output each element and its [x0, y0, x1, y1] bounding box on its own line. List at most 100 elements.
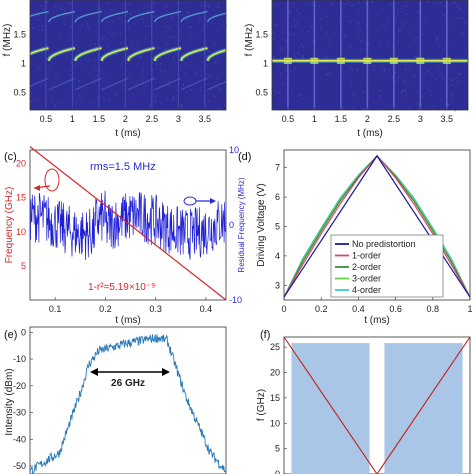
noise-speck	[30, 0, 33, 3]
noise-speck	[272, 37, 275, 40]
noise-speck	[181, 105, 183, 108]
noise-speck	[344, 34, 346, 37]
noise-speck	[450, 94, 453, 96]
noise-speck	[32, 27, 34, 29]
panel-a-y-ticks: 0.5 1 1.5	[13, 30, 26, 98]
noise-speck	[343, 76, 345, 79]
panel-f-y-ticks: 0 5 10 15 20 25	[270, 342, 287, 474]
noise-speck	[460, 73, 462, 75]
noise-speck	[99, 37, 101, 40]
noise-speck	[282, 31, 284, 34]
x-tick-label: 1	[312, 114, 317, 124]
noise-speck	[274, 90, 277, 93]
noise-speck	[359, 81, 362, 84]
noise-speck	[437, 68, 439, 70]
noise-speck	[189, 65, 191, 67]
noise-speck	[210, 88, 213, 91]
noise-speck	[342, 107, 344, 109]
noise-speck	[109, 31, 112, 33]
noise-speck	[357, 23, 359, 25]
noise-speck	[140, 55, 142, 58]
noise-speck	[166, 5, 169, 8]
noise-speck	[303, 97, 305, 100]
noise-speck	[455, 76, 458, 78]
noise-speck	[167, 84, 170, 87]
noise-speck	[129, 13, 132, 15]
noise-speck	[152, 93, 155, 96]
noise-speck	[368, 42, 370, 45]
noise-speck	[451, 80, 454, 83]
noise-speck	[401, 11, 404, 13]
noise-speck	[142, 69, 144, 72]
noise-speck	[357, 21, 360, 24]
noise-speck	[436, 38, 439, 41]
noise-speck	[66, 106, 69, 109]
noise-speck	[210, 75, 213, 78]
noise-speck	[59, 101, 62, 104]
noise-speck	[38, 25, 40, 28]
panel-b: 0.5 1 1.5 2 2.5 3 3.5 0.5 1 1.5 t (ms) f (MHz)	[244, 0, 469, 139]
noise-speck	[285, 39, 287, 41]
noise-speck	[172, 99, 175, 102]
noise-speck	[102, 36, 105, 39]
y-tick-label: 25	[270, 342, 280, 352]
noise-speck	[423, 72, 426, 75]
noise-speck	[95, 69, 97, 72]
noise-speck	[296, 100, 299, 103]
panel-b-x-ticks: 0.5 1 1.5 2 2.5 3 3.5	[282, 107, 453, 124]
panel-e-plot-area	[29, 326, 227, 474]
noise-speck	[324, 55, 327, 57]
noise-speck	[167, 42, 169, 45]
noise-speck	[334, 31, 336, 34]
noise-speck	[198, 20, 200, 23]
noise-speck	[457, 17, 460, 20]
noise-speck	[447, 20, 449, 22]
noise-speck	[422, 74, 425, 76]
noise-speck	[179, 106, 181, 109]
noise-speck	[404, 22, 407, 24]
noise-speck	[435, 77, 438, 80]
panel-a-y-label: f (MHz)	[2, 24, 13, 57]
noise-speck	[214, 43, 216, 46]
y-tick-label: -50	[13, 461, 26, 471]
panel-c-rms-annotation: rms=1.5 MHz	[90, 161, 156, 173]
noise-speck	[141, 79, 143, 81]
noise-speck	[150, 106, 152, 108]
noise-speck	[187, 11, 190, 14]
panel-b-x-label: t (ms)	[357, 128, 383, 139]
noise-speck	[156, 63, 158, 66]
noise-speck	[100, 8, 102, 11]
x-tick-label: 2	[123, 114, 128, 124]
noise-speck	[295, 22, 298, 24]
noise-speck	[127, 26, 130, 29]
noise-speck	[205, 4, 207, 6]
x-tick-label: 0.8	[427, 304, 440, 314]
noise-speck	[70, 13, 73, 15]
noise-speck	[379, 94, 381, 97]
noise-speck	[453, 2, 456, 4]
noise-speck	[294, 55, 296, 57]
panel-c-x-ticks: 0.1 0.2 0.3 0.4	[49, 297, 212, 314]
noise-speck	[349, 45, 352, 48]
noise-speck	[200, 74, 203, 77]
y-tick-label: 0	[275, 469, 280, 474]
noise-speck	[156, 14, 158, 17]
noise-speck	[201, 29, 203, 32]
noise-speck	[430, 94, 432, 96]
noise-speck	[74, 63, 76, 66]
noise-speck	[272, 80, 274, 83]
noise-speck	[108, 99, 111, 102]
noise-speck	[172, 97, 175, 99]
y-tick-label: 0.5	[13, 88, 26, 98]
noise-speck	[41, 30, 43, 32]
noise-speck	[156, 47, 159, 49]
x-tick-label: 2.5	[388, 114, 401, 124]
noise-speck	[152, 1, 155, 4]
noise-speck	[213, 61, 216, 63]
noise-speck	[107, 20, 109, 23]
noise-speck	[54, 104, 57, 106]
tone-upper	[127, 10, 155, 23]
noise-speck	[130, 18, 133, 20]
noise-speck	[79, 24, 81, 27]
noise-speck	[368, 95, 370, 97]
